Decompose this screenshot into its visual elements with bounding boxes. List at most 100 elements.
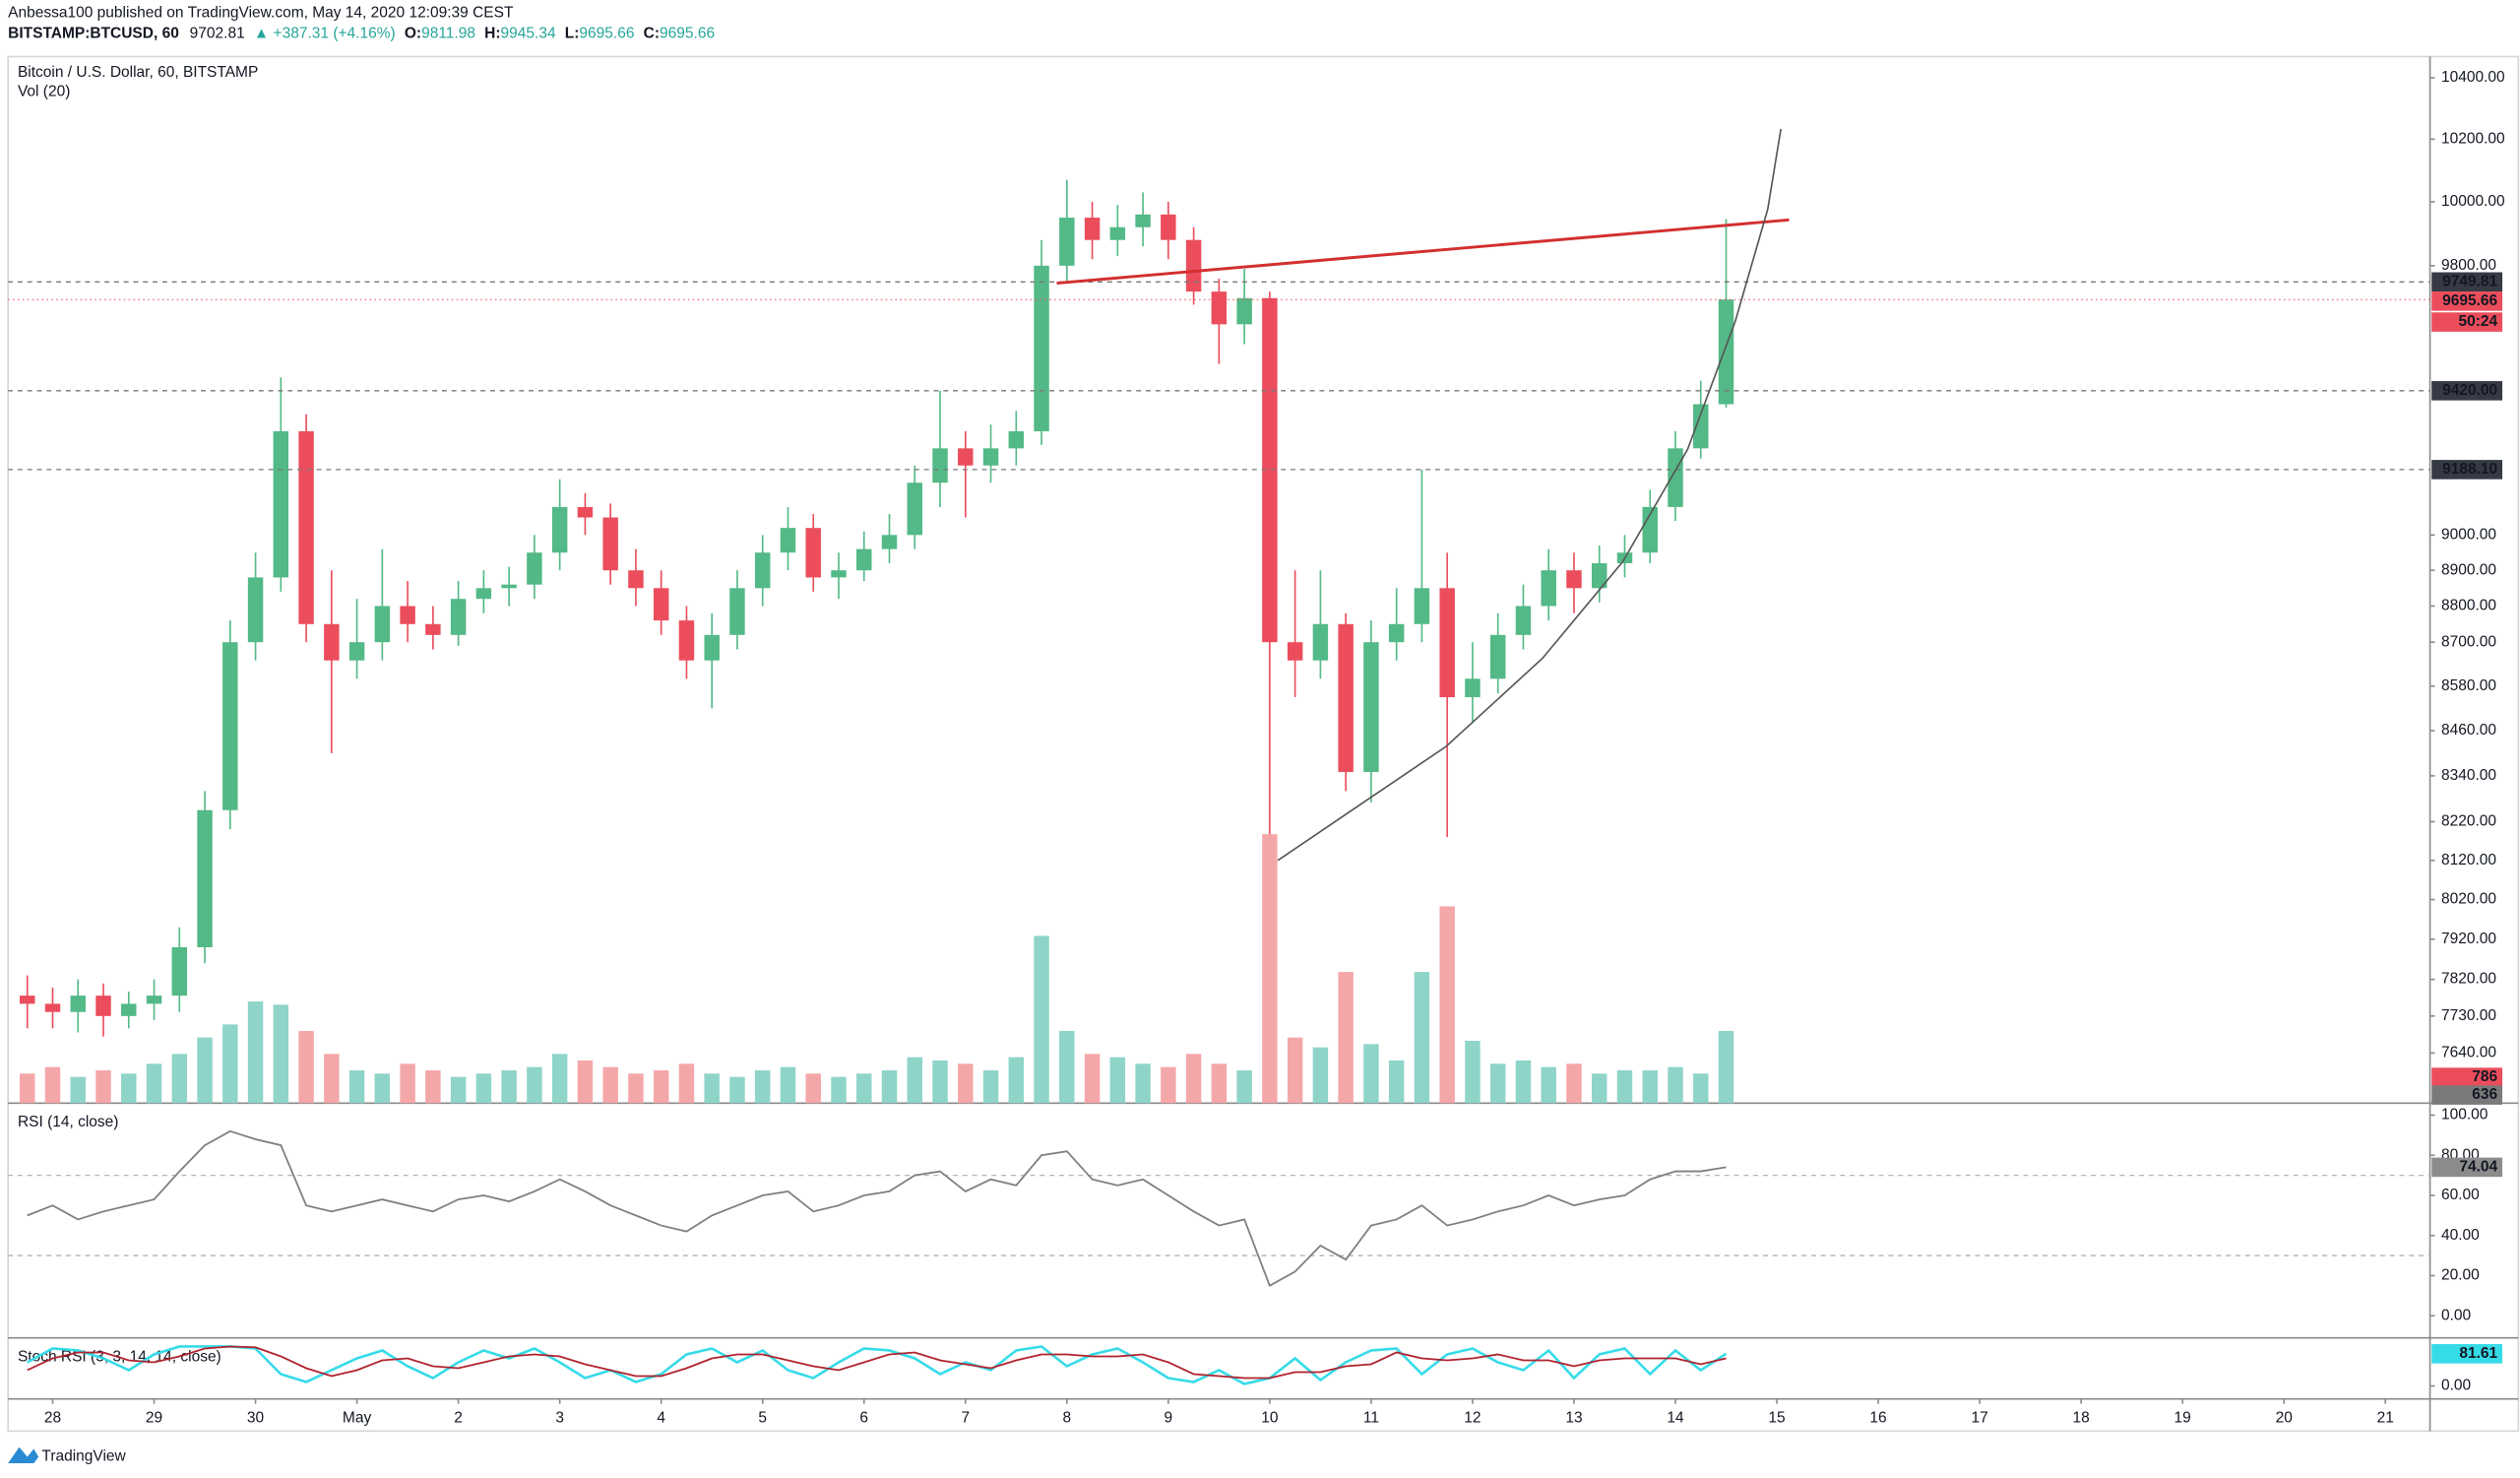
volume-bar	[1211, 1063, 1228, 1104]
candle-body	[425, 623, 441, 635]
x-tick-label: May	[343, 1409, 372, 1426]
candle-body	[932, 448, 948, 483]
candle-body	[1693, 404, 1709, 449]
volume-bar	[856, 1073, 872, 1104]
change: ▲ +387.31 (+4.16%)	[254, 26, 396, 42]
x-tick-label: 2	[454, 1409, 463, 1426]
volume-bar	[1439, 906, 1455, 1104]
last-price: 9702.81	[190, 26, 245, 42]
candle-body	[1161, 214, 1176, 240]
current-volume-label: 786	[2472, 1068, 2497, 1085]
candle-body	[197, 809, 213, 947]
y-tick-label: 8460.00	[2441, 722, 2496, 739]
y-tick-label: 7920.00	[2441, 931, 2496, 947]
volume-bar	[1338, 972, 1354, 1104]
volume-bar	[958, 1063, 974, 1104]
candle-body	[602, 517, 618, 571]
high-value: 9945.34	[501, 26, 556, 42]
candle-body	[121, 1003, 137, 1016]
volume-bar	[348, 1069, 365, 1104]
x-tick-label: 29	[146, 1409, 162, 1426]
x-tick-label: 5	[758, 1409, 767, 1426]
x-tick-label: 19	[2174, 1409, 2191, 1426]
candle-body	[348, 642, 365, 661]
candle-body	[1109, 226, 1126, 240]
candle-body	[1668, 448, 1683, 507]
y-tick-label: 7730.00	[2441, 1007, 2496, 1024]
current-volume-label-box	[2431, 1067, 2503, 1087]
high-key: H:	[484, 26, 500, 42]
pane-title: Bitcoin / U.S. Dollar, 60, BITSTAMP	[18, 64, 258, 81]
volume-bar	[1287, 1037, 1303, 1104]
candle-body	[1211, 291, 1228, 325]
volume-bar	[1185, 1054, 1202, 1104]
candle-body	[1642, 506, 1658, 553]
y-tick-label: 7640.00	[2441, 1045, 2496, 1061]
volume-bar	[273, 1004, 289, 1104]
volume-bar	[324, 1054, 340, 1104]
volume-bar	[121, 1073, 137, 1104]
volume-bar	[1541, 1066, 1556, 1104]
volume-bar	[247, 1001, 264, 1104]
volume-bar	[1515, 1060, 1532, 1104]
level-label: 9420.00	[2442, 382, 2497, 399]
y-tick-label: 8020.00	[2441, 891, 2496, 908]
y-tick-label: 0.00	[2441, 1307, 2472, 1323]
indicator-line	[27, 1345, 1727, 1380]
volume-bar	[400, 1063, 415, 1104]
x-tick-label: 6	[859, 1409, 868, 1426]
pane-title: Vol (20)	[18, 83, 70, 99]
volume-bar	[95, 1069, 111, 1104]
candle-body	[856, 548, 872, 571]
volume-bar	[678, 1063, 695, 1104]
candle-body	[1135, 214, 1151, 227]
candle-body	[400, 606, 415, 624]
x-tick-label: 21	[2377, 1409, 2394, 1426]
x-tick-label: 16	[1869, 1409, 1886, 1426]
candle-body	[1718, 299, 1734, 405]
y-tick-label: 10000.00	[2441, 193, 2505, 210]
tradingview-logo[interactable]: TradingView	[8, 1446, 127, 1465]
logo-icon	[8, 1446, 39, 1464]
volume-ma-label-box	[2431, 1085, 2503, 1105]
candle-body	[805, 528, 821, 578]
volume-bar	[1642, 1069, 1658, 1104]
volume-bar	[754, 1069, 771, 1104]
y-tick-label: 8120.00	[2441, 852, 2496, 868]
candle-body	[1236, 297, 1252, 325]
x-tick-label: 17	[1971, 1409, 1987, 1426]
candle-body	[1541, 570, 1556, 607]
volume-bar	[374, 1073, 391, 1104]
chart-frame	[7, 55, 2520, 1433]
volume-bar	[1312, 1047, 1329, 1104]
x-tick-label: 10	[1261, 1409, 1279, 1426]
candle-body	[146, 996, 162, 1004]
candle-body	[1465, 678, 1480, 698]
candle-body	[1439, 588, 1455, 698]
last-price-label: 9695.66	[2442, 292, 2497, 309]
volume-bar	[44, 1066, 61, 1104]
x-tick-label: 28	[44, 1409, 61, 1426]
volume-bar	[171, 1054, 188, 1104]
volume-bar	[1388, 1060, 1405, 1104]
trendline	[1056, 218, 1790, 286]
volume-bar	[1059, 1031, 1075, 1104]
volume-bar	[1084, 1054, 1101, 1104]
volume-bar	[475, 1073, 492, 1104]
level-label-box	[2431, 381, 2503, 401]
candle-body	[831, 570, 847, 578]
candle-body	[1388, 623, 1405, 643]
volume-bar	[1592, 1073, 1607, 1104]
y-tick-label: 10200.00	[2441, 130, 2505, 147]
y-tick-label: 60.00	[2441, 1187, 2480, 1203]
last-price-label-box	[2431, 291, 2503, 311]
candle-body	[298, 431, 314, 624]
candle-body	[273, 431, 289, 578]
candle-body	[1338, 623, 1354, 773]
y-tick-label: 0.00	[2441, 1378, 2472, 1394]
volume-bar	[1489, 1063, 1506, 1104]
volume-bar	[780, 1066, 796, 1104]
candle-body	[171, 946, 188, 996]
volume-bar	[805, 1073, 821, 1104]
